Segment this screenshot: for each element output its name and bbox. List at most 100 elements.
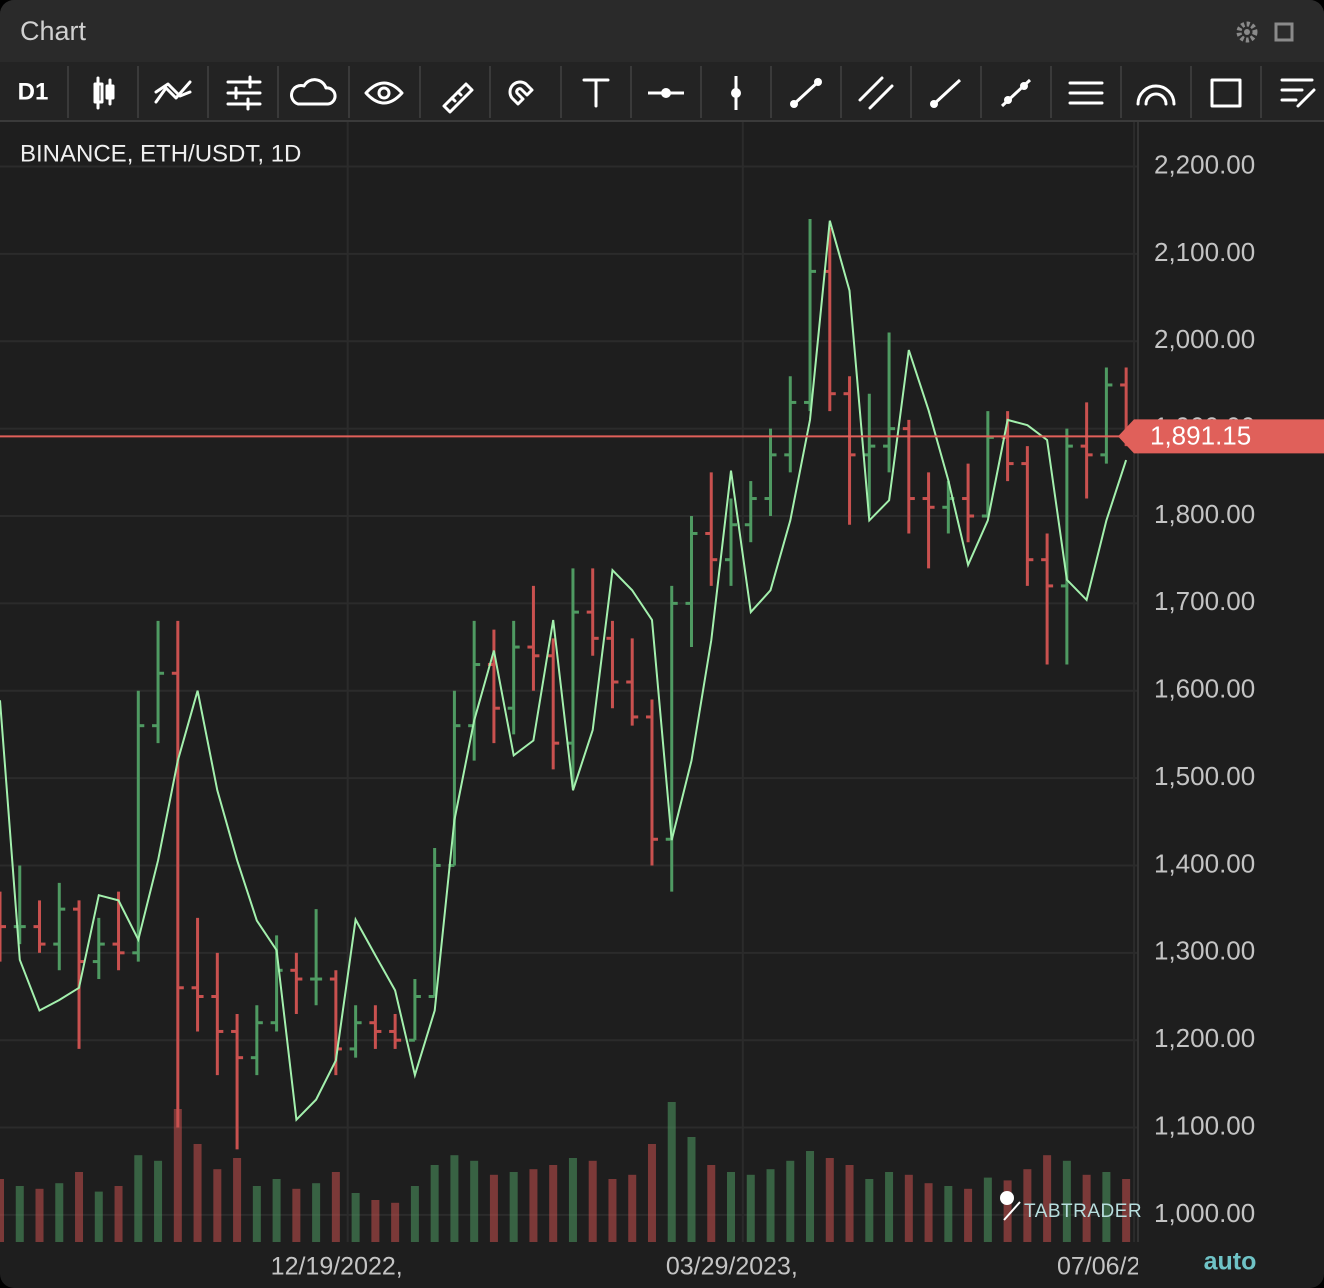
extended-line-button[interactable] [1000, 78, 1032, 108]
y-tick-label: 1,200.00 [1154, 1023, 1255, 1053]
volume-bar [272, 1179, 281, 1242]
horizontal-line-button[interactable] [648, 88, 684, 98]
indicator-line [0, 220, 1128, 1122]
rectangle-button[interactable] [1210, 78, 1242, 108]
volume-bar [489, 1174, 498, 1242]
title-bar-fill [0, 40, 1324, 62]
volume-bar [727, 1172, 736, 1242]
volume-bar [806, 1151, 815, 1242]
magnet-button[interactable] [508, 80, 534, 106]
fibonacci-button[interactable] [1068, 81, 1104, 105]
visibility-button[interactable] [364, 81, 404, 105]
volume-bar [1122, 1179, 1131, 1242]
volume-bar [1023, 1169, 1032, 1242]
volume-pane [0, 1102, 1131, 1242]
symbol-legend: BINANCE, ETH/USDT, 1D [20, 140, 301, 167]
last-price: 1,891.15 [0, 419, 1324, 454]
vertical-line-button[interactable] [731, 76, 741, 110]
indicators-button[interactable] [154, 80, 192, 104]
y-tick-label: 2,100.00 [1154, 237, 1255, 267]
y-tick-label: 1,500.00 [1154, 761, 1255, 791]
volume-bar [1043, 1155, 1052, 1242]
volume-bar [549, 1165, 558, 1242]
volume-bar [608, 1179, 617, 1242]
volume-bar [904, 1174, 913, 1242]
timeframe-button[interactable]: D1 [18, 78, 49, 105]
volume-bar [786, 1160, 795, 1242]
y-tick-label: 1,400.00 [1154, 848, 1255, 878]
volume-bar [825, 1158, 834, 1242]
window-title: Chart [20, 16, 87, 46]
volume-bar [292, 1188, 301, 1242]
y-tick-label: 1,100.00 [1154, 1110, 1255, 1140]
volume-bar [983, 1177, 992, 1242]
last-price-tag [1118, 419, 1324, 454]
volume-bar [213, 1169, 222, 1242]
y-tick-label: 1,700.00 [1154, 586, 1255, 616]
volume-bar [746, 1174, 755, 1242]
volume-bar [924, 1183, 933, 1242]
volume-bar [252, 1186, 261, 1242]
volume-bar [233, 1158, 242, 1242]
indicator-layer [0, 220, 1128, 1122]
toolbar-dividers [67, 66, 1262, 118]
volume-bar [509, 1172, 518, 1242]
volume-bar [15, 1186, 24, 1242]
volume-bar [154, 1160, 163, 1242]
volume-bar [964, 1188, 973, 1242]
volume-bar [450, 1155, 459, 1242]
volume-bar [845, 1165, 854, 1242]
volume-bar [687, 1137, 696, 1242]
y-tick-label: 1,300.00 [1154, 936, 1255, 966]
scale-mode-button[interactable]: auto [1204, 1248, 1257, 1276]
volume-bar [1082, 1174, 1091, 1242]
y-tick-label: 1,000.00 [1154, 1198, 1255, 1228]
last-price-label: 1,891.15 [1150, 420, 1251, 450]
volume-bar [391, 1202, 400, 1242]
time-axis: 12/19/2022, 03/29/2023, 07/06/2023, [271, 1253, 1189, 1281]
watermark: TABTRADER [1000, 1191, 1142, 1222]
volume-bar [371, 1200, 380, 1242]
maximize-button[interactable] [1274, 22, 1294, 42]
ray-button[interactable] [930, 78, 962, 108]
volume-bar [865, 1179, 874, 1242]
y-tick-label: 2,000.00 [1154, 324, 1255, 354]
volume-bar [173, 1109, 182, 1242]
volume-bar [944, 1186, 953, 1242]
volume-bar [647, 1144, 656, 1242]
text-tool-button[interactable] [582, 78, 610, 108]
volume-bar [568, 1158, 577, 1242]
volume-bar [312, 1183, 321, 1242]
x-tick-label: 07/06/2023, [1057, 1253, 1189, 1281]
trend-line-button[interactable] [790, 78, 822, 108]
volume-bar [410, 1186, 419, 1242]
watermark-text: TABTRADER [1024, 1201, 1142, 1222]
settings-sliders-button[interactable] [226, 75, 262, 111]
volume-bar [114, 1186, 123, 1242]
parallel-channel-button[interactable] [858, 76, 894, 110]
draw-list-button[interactable] [1280, 78, 1316, 108]
volume-bar [470, 1160, 479, 1242]
candle-type-button[interactable] [93, 76, 115, 110]
cloud-button[interactable] [290, 78, 337, 106]
volume-bar [1003, 1180, 1012, 1242]
arc-button[interactable] [1136, 84, 1176, 106]
volume-bar [766, 1169, 775, 1242]
volume-bar [588, 1160, 597, 1242]
volume-bar [134, 1155, 143, 1242]
volume-bar [55, 1183, 64, 1242]
volume-bar [351, 1193, 360, 1242]
x-tick-label: 12/19/2022, [271, 1253, 403, 1281]
volume-bar [331, 1172, 340, 1242]
volume-bar [707, 1165, 716, 1242]
y-tick-label: 1,800.00 [1154, 499, 1255, 529]
ruler-button[interactable] [442, 82, 474, 114]
y-tick-label: 2,200.00 [1154, 149, 1255, 179]
volume-bar [628, 1174, 637, 1242]
volume-bar [529, 1169, 538, 1242]
price-bars [0, 218, 1133, 1150]
settings-button[interactable] [1236, 21, 1258, 43]
volume-bar [430, 1165, 439, 1242]
volume-bar [667, 1102, 676, 1242]
